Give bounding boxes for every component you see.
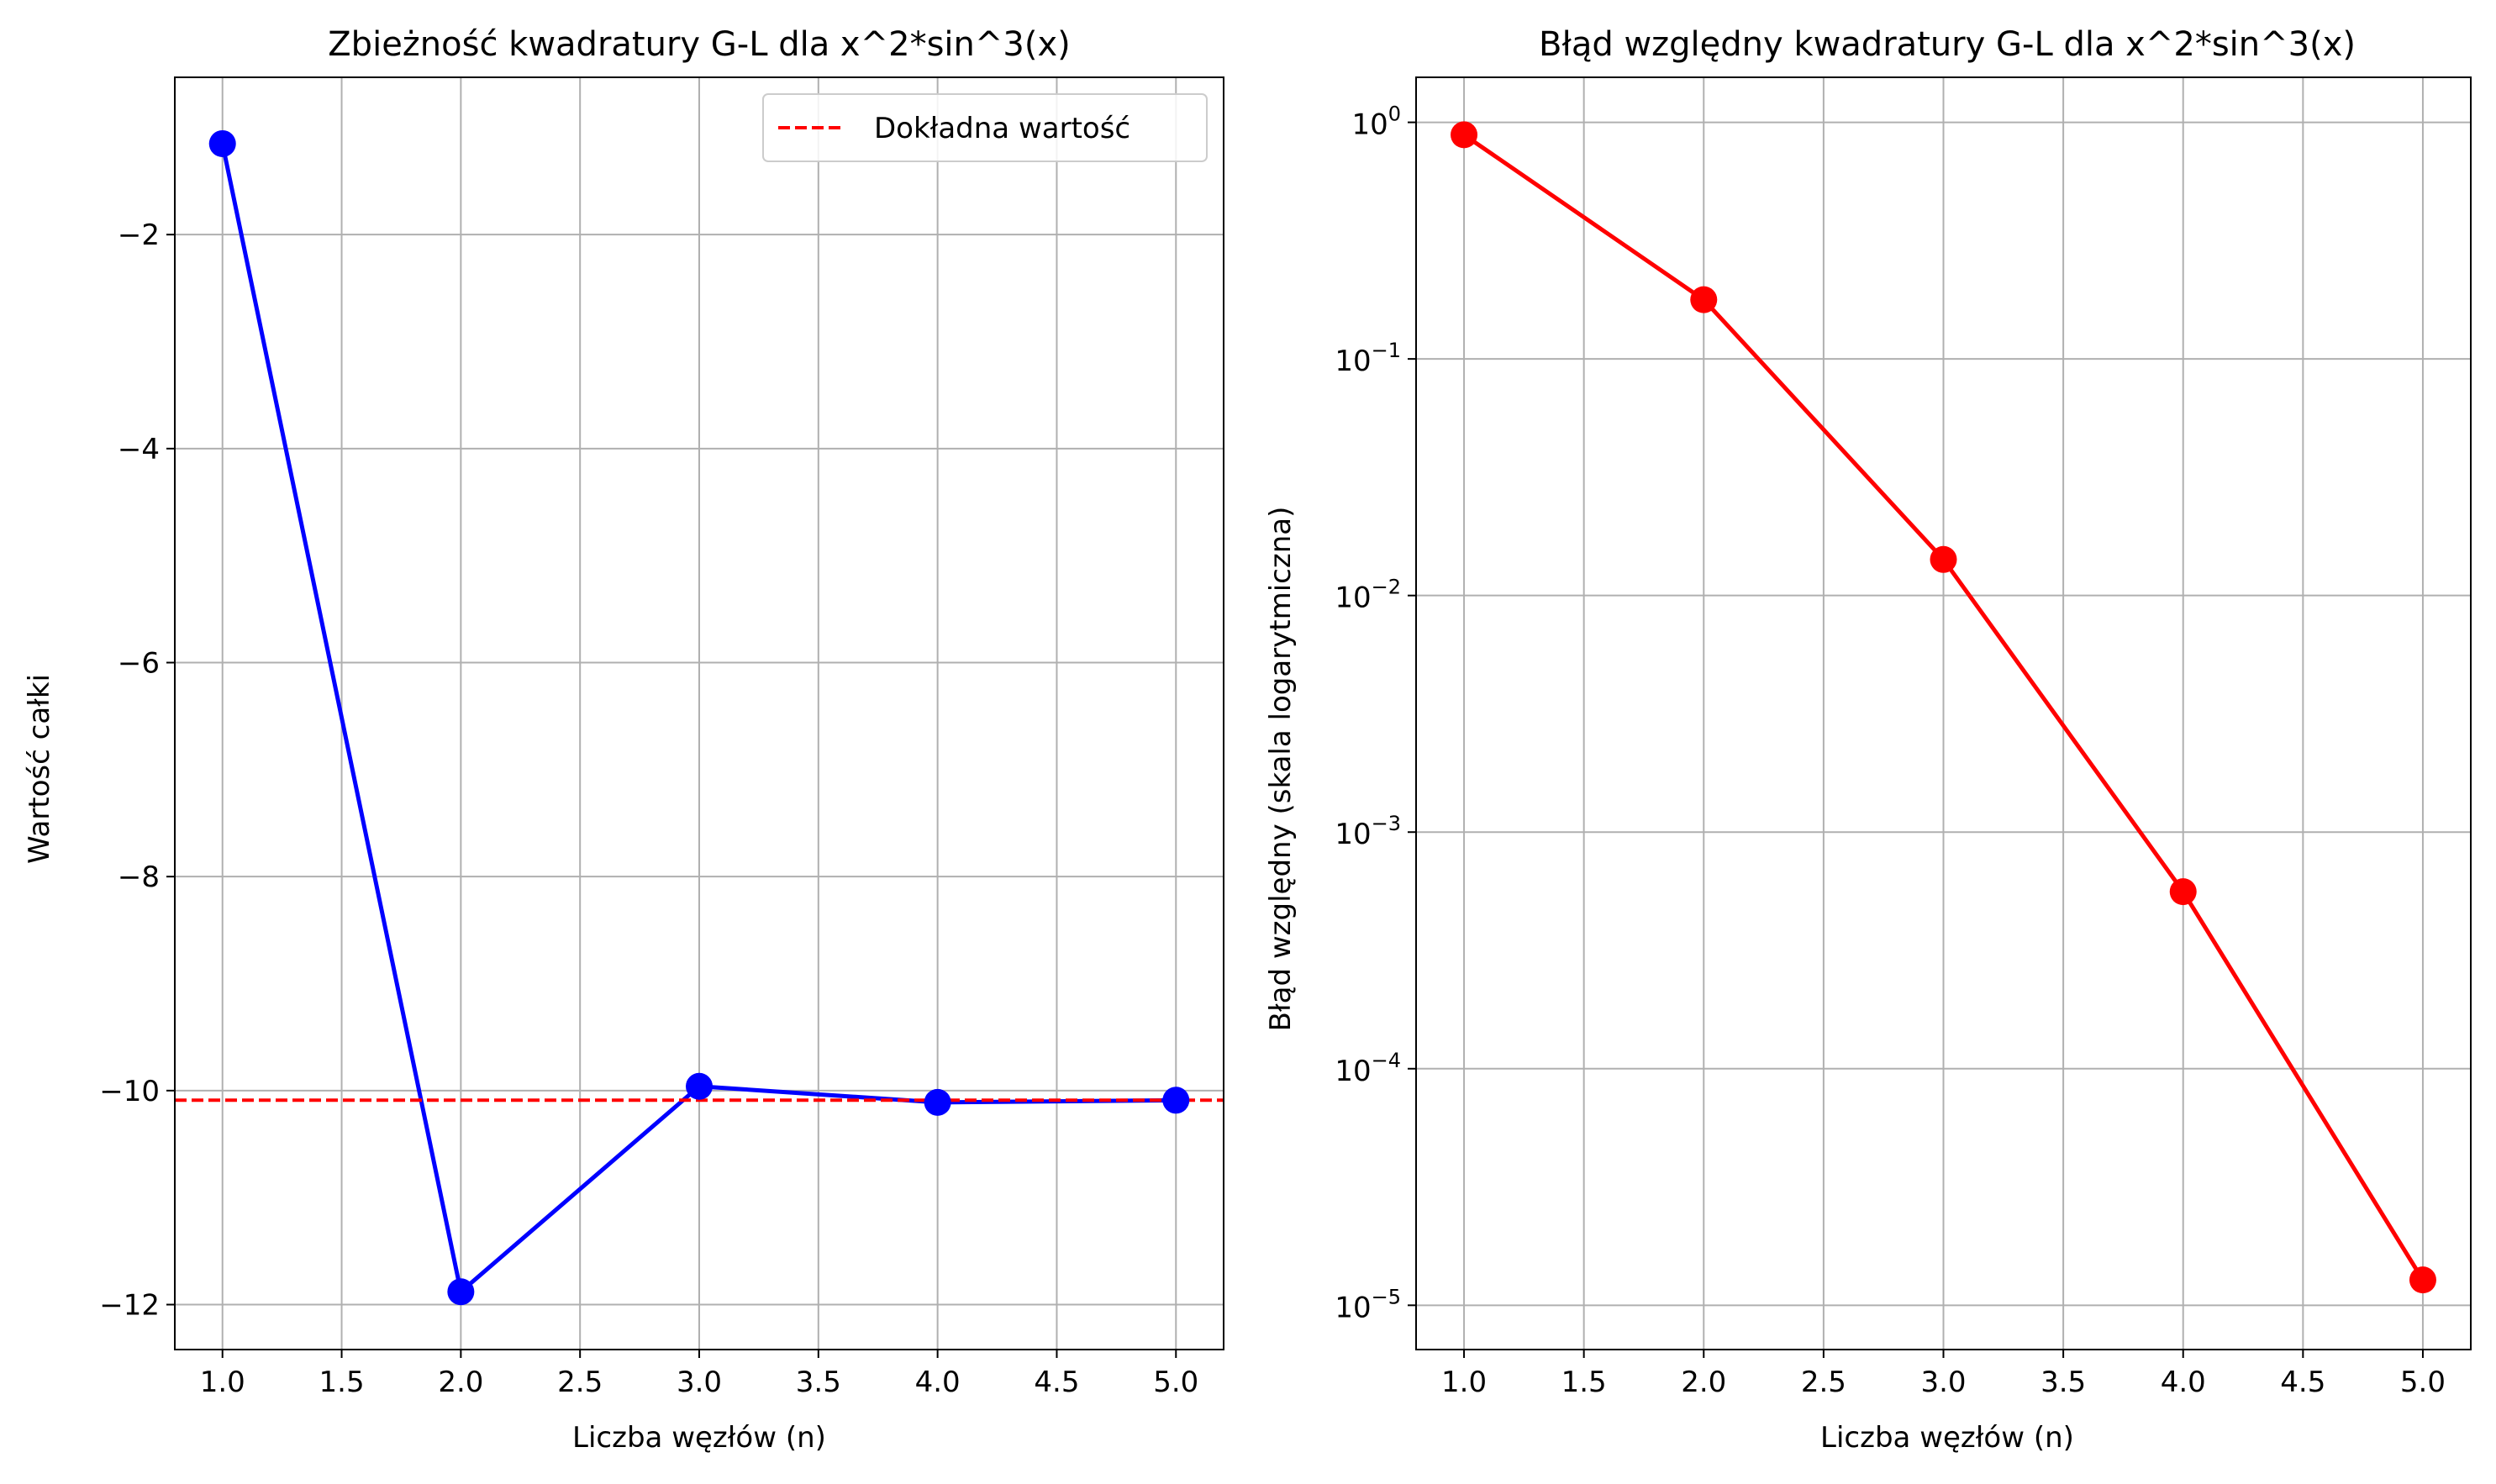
y-tick-label: −4: [118, 433, 160, 466]
y-tick-label: 10−4: [1335, 1049, 1401, 1088]
y-tick-label: 10−3: [1335, 812, 1401, 851]
y-tick-label: −6: [118, 647, 160, 681]
convergence-chart-title: Zbieżność kwadratury G-L dla x^2*sin^3(x…: [328, 25, 1070, 64]
convergence-x-axis-label: Liczba węzłów (n): [572, 1421, 826, 1455]
data-point: [208, 129, 236, 157]
y-tick-label: −10: [99, 1075, 160, 1108]
x-tick-label: 3.5: [796, 1366, 841, 1399]
convergence-marks: [175, 129, 1224, 1306]
x-tick-label: 1.0: [1441, 1366, 1487, 1399]
y-tick-label: 10−1: [1335, 339, 1401, 378]
data-point: [686, 1072, 713, 1100]
relative-error-y-axis-label: Błąd względny (skala logarytmiczna): [1264, 507, 1298, 1032]
convergence-y-axis-label: Wartość całki: [23, 674, 56, 864]
x-tick-label: 4.5: [2280, 1366, 2325, 1399]
x-tick-label: 2.0: [1681, 1366, 1726, 1399]
x-tick-label: 5.0: [2400, 1366, 2446, 1399]
data-point: [447, 1278, 475, 1306]
y-tick-label: 10−5: [1335, 1285, 1401, 1324]
relative-error-x-ticks: 1.0 1.5 2.0 2.5 3.0 3.5 4.0 4.5 5.0: [1441, 1350, 2446, 1399]
x-tick-label: 5.0: [1153, 1366, 1198, 1399]
x-tick-label: 1.0: [200, 1366, 245, 1399]
data-point: [924, 1088, 951, 1116]
x-tick-label: 3.0: [677, 1366, 722, 1399]
x-tick-label: 3.5: [2041, 1366, 2086, 1399]
relative-error-grid: [1416, 77, 2471, 1350]
x-tick-label: 1.5: [319, 1366, 365, 1399]
convergence-y-ticks: −2 −4 −6 −8 −10 −12: [99, 218, 175, 1323]
convergence-legend: Dokładna wartość: [762, 93, 1208, 162]
data-point: [1451, 121, 1478, 149]
legend-label-exact-value: Dokładna wartość: [874, 112, 1130, 145]
data-point: [1690, 286, 1718, 313]
y-tick-label: 100: [1351, 103, 1401, 142]
relative-error-y-ticks: 100 10−1 10−2 10−3 10−4 10−5: [1335, 103, 1416, 1324]
y-tick-label: −2: [118, 218, 160, 252]
data-point: [1930, 545, 1957, 573]
relative-error-marks: [1451, 121, 2436, 1294]
y-tick-label: −12: [99, 1289, 160, 1323]
convergence-x-ticks: 1.0 1.5 2.0 2.5 3.0 3.5 4.0 4.5 5.0: [200, 1350, 1198, 1399]
x-tick-label: 1.5: [1561, 1366, 1607, 1399]
x-tick-label: 4.0: [915, 1366, 961, 1399]
relative-error-chart: Błąd względny kwadratury G-L dla x^2*sin…: [1264, 25, 2472, 1455]
data-point: [2409, 1266, 2436, 1294]
relative-error-x-axis-label: Liczba węzłów (n): [1820, 1421, 2074, 1455]
x-tick-label: 3.0: [1920, 1366, 1966, 1399]
convergence-grid: [175, 77, 1224, 1350]
data-point: [2169, 878, 2197, 906]
x-tick-label: 2.5: [1801, 1366, 1846, 1399]
x-tick-label: 4.0: [2161, 1366, 2206, 1399]
x-tick-label: 4.5: [1034, 1366, 1079, 1399]
data-point: [1162, 1087, 1190, 1114]
y-tick-label: 10−2: [1335, 576, 1401, 615]
legend-box: [762, 93, 1208, 162]
y-tick-label: −8: [118, 860, 160, 894]
relative-error-chart-title: Błąd względny kwadratury G-L dla x^2*sin…: [1539, 25, 2356, 64]
x-tick-label: 2.5: [557, 1366, 603, 1399]
x-tick-label: 2.0: [438, 1366, 483, 1399]
convergence-chart: Zbieżność kwadratury G-L dla x^2*sin^3(x…: [23, 25, 1224, 1455]
